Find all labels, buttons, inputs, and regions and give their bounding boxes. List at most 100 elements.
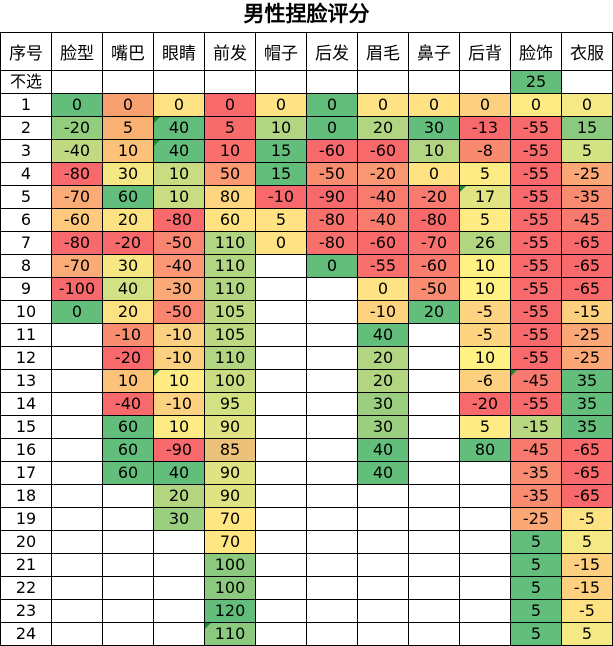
score-cell[interactable] [102, 576, 154, 600]
score-cell[interactable]: -35 [561, 185, 613, 209]
score-cell[interactable] [255, 507, 307, 531]
score-cell[interactable] [306, 438, 358, 462]
score-cell[interactable] [153, 576, 205, 600]
score-cell[interactable] [408, 530, 460, 554]
score-cell[interactable] [51, 369, 103, 393]
score-cell[interactable]: -80 [51, 231, 103, 255]
score-cell[interactable] [408, 392, 460, 416]
score-cell[interactable]: 110 [204, 277, 256, 301]
score-cell[interactable]: -20 [51, 116, 103, 140]
score-cell[interactable]: -90 [153, 438, 205, 462]
score-cell[interactable]: 15 [255, 162, 307, 186]
score-cell[interactable] [255, 323, 307, 347]
score-cell[interactable] [459, 553, 511, 577]
score-cell[interactable]: 70 [204, 507, 256, 531]
row-index-cell[interactable]: 20 [0, 530, 52, 554]
score-cell[interactable] [255, 415, 307, 439]
score-cell[interactable]: 10 [459, 254, 511, 278]
score-cell[interactable]: -5 [459, 300, 511, 324]
score-cell[interactable] [102, 70, 154, 94]
score-cell[interactable]: 105 [204, 323, 256, 347]
score-cell[interactable]: -55 [510, 185, 562, 209]
score-cell[interactable]: 40 [102, 277, 154, 301]
score-cell[interactable] [255, 392, 307, 416]
row-index-cell[interactable]: 13 [0, 369, 52, 393]
score-cell[interactable]: 0 [510, 93, 562, 117]
score-cell[interactable]: -70 [51, 185, 103, 209]
score-cell[interactable]: 0 [255, 93, 307, 117]
score-cell[interactable]: -80 [51, 162, 103, 186]
score-cell[interactable]: 60 [102, 438, 154, 462]
score-cell[interactable] [306, 622, 358, 646]
score-cell[interactable] [306, 369, 358, 393]
score-cell[interactable] [306, 415, 358, 439]
score-cell[interactable]: -10 [153, 392, 205, 416]
score-cell[interactable] [51, 392, 103, 416]
row-index-cell[interactable]: 15 [0, 415, 52, 439]
score-cell[interactable] [408, 553, 460, 577]
score-cell[interactable]: 0 [306, 93, 358, 117]
score-cell[interactable] [357, 530, 409, 554]
score-cell[interactable]: 30 [102, 254, 154, 278]
row-index-cell[interactable]: 3 [0, 139, 52, 163]
score-cell[interactable] [102, 507, 154, 531]
score-cell[interactable]: 35 [561, 369, 613, 393]
score-cell[interactable] [153, 599, 205, 623]
score-cell[interactable]: 17 [459, 185, 511, 209]
score-cell[interactable]: 5 [510, 622, 562, 646]
score-cell[interactable] [459, 530, 511, 554]
score-cell[interactable] [153, 70, 205, 94]
score-cell[interactable]: 10 [459, 277, 511, 301]
score-cell[interactable]: 10 [255, 116, 307, 140]
score-cell[interactable]: 10 [153, 162, 205, 186]
score-cell[interactable] [51, 622, 103, 646]
score-cell[interactable]: -45 [510, 369, 562, 393]
column-header[interactable]: 后背 [459, 32, 511, 71]
score-cell[interactable] [408, 415, 460, 439]
score-cell[interactable]: -90 [306, 185, 358, 209]
score-cell[interactable]: 40 [357, 438, 409, 462]
score-cell[interactable]: -65 [561, 438, 613, 462]
score-cell[interactable]: -65 [561, 231, 613, 255]
score-cell[interactable] [51, 553, 103, 577]
score-cell[interactable] [408, 461, 460, 485]
score-cell[interactable] [306, 576, 358, 600]
score-cell[interactable]: -15 [561, 553, 613, 577]
row-index-cell[interactable]: 7 [0, 231, 52, 255]
row-index-cell[interactable]: 不选 [0, 70, 52, 94]
score-cell[interactable]: 5 [561, 530, 613, 554]
score-cell[interactable]: 5 [510, 576, 562, 600]
score-cell[interactable]: 60 [102, 185, 154, 209]
score-cell[interactable]: 20 [153, 484, 205, 508]
column-header[interactable]: 鼻子 [408, 32, 460, 71]
score-cell[interactable]: 40 [153, 139, 205, 163]
score-cell[interactable]: -8 [459, 139, 511, 163]
score-cell[interactable]: -60 [306, 139, 358, 163]
score-cell[interactable]: 70 [204, 530, 256, 554]
score-cell[interactable]: 100 [204, 576, 256, 600]
score-cell[interactable]: 20 [357, 369, 409, 393]
score-cell[interactable] [255, 576, 307, 600]
score-cell[interactable]: 105 [204, 300, 256, 324]
score-cell[interactable]: 30 [153, 507, 205, 531]
score-cell[interactable] [357, 70, 409, 94]
score-cell[interactable]: 5 [561, 139, 613, 163]
score-cell[interactable] [408, 369, 460, 393]
score-cell[interactable] [408, 438, 460, 462]
column-header[interactable]: 眉毛 [357, 32, 409, 71]
score-cell[interactable]: 10 [153, 369, 205, 393]
score-cell[interactable]: -40 [153, 254, 205, 278]
score-cell[interactable]: 40 [153, 116, 205, 140]
score-cell[interactable]: -25 [510, 507, 562, 531]
score-cell[interactable]: -35 [510, 484, 562, 508]
column-header[interactable]: 后发 [306, 32, 358, 71]
score-cell[interactable]: 5 [204, 116, 256, 140]
score-cell[interactable] [255, 461, 307, 485]
score-cell[interactable]: 5 [510, 599, 562, 623]
score-cell[interactable] [459, 484, 511, 508]
score-cell[interactable]: -65 [561, 254, 613, 278]
score-cell[interactable]: -15 [561, 576, 613, 600]
score-cell[interactable]: -55 [357, 254, 409, 278]
score-cell[interactable]: -40 [357, 185, 409, 209]
score-cell[interactable]: -25 [561, 323, 613, 347]
